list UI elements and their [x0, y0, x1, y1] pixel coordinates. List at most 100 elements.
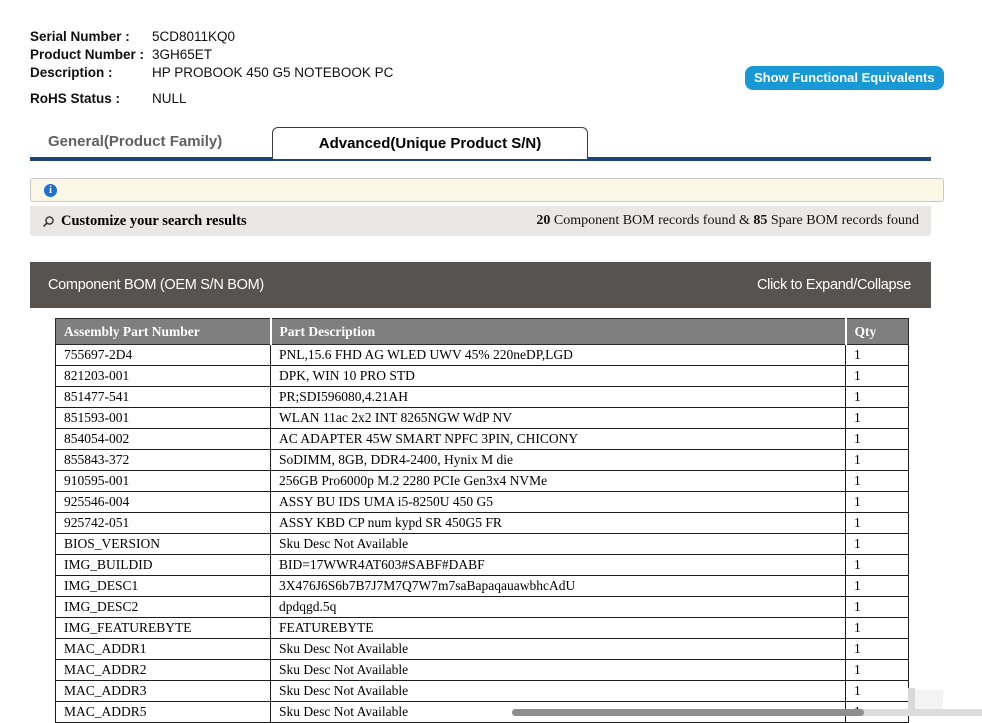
customize-search-toggle[interactable]: Customize your search results: [42, 213, 247, 230]
table-row: 925546-004 ASSY BU IDS UMA i5-8250U 450 G…: [55, 491, 909, 513]
table-row: 755697-2D4 PNL,15.6 FHD AG WLED UWV 45% 2…: [55, 344, 909, 366]
tab-underline-bar: [30, 157, 931, 161]
scrollbar-corner: [915, 690, 943, 712]
description-value: HP PROBOOK 450 G5 NOTEBOOK PC: [152, 65, 394, 80]
cell-part-description: Sku Desc Not Available: [270, 533, 846, 555]
serial-number-value: 5CD8011KQ0: [152, 29, 236, 44]
vertical-scrollbar-stub[interactable]: [908, 688, 915, 716]
table-row: IMG_DESC1 3X476J6S6b7B7J7M7Q7W7m7saBapaqa…: [55, 575, 909, 597]
cell-qty: 1: [845, 617, 909, 639]
table-row: 910595-001 256GB Pro6000p M.2 2280 PCIe G…: [55, 470, 909, 492]
cell-part-description: 3X476J6S6b7B7J7M7Q7W7m7saBapaqauawbhcAdU: [270, 575, 846, 597]
description-row: Description : HP PROBOOK 450 G5 NOTEBOOK…: [30, 64, 393, 82]
cell-part-description: PNL,15.6 FHD AG WLED UWV 45% 220neDP,LGD: [270, 344, 846, 366]
cell-qty: 1: [845, 512, 909, 534]
cell-qty: 1: [845, 470, 909, 492]
cell-qty: 1: [845, 386, 909, 408]
cell-qty: 1: [845, 659, 909, 681]
cell-assembly-part-number: IMG_FEATUREBYTE: [55, 617, 271, 639]
cell-part-description: ASSY BU IDS UMA i5-8250U 450 G5: [270, 491, 846, 513]
cell-part-description: Sku Desc Not Available: [270, 638, 846, 660]
cell-qty: 1: [845, 575, 909, 597]
table-row: IMG_BUILDID BID=17WWR4AT603#SABF#DABF 1: [55, 554, 909, 576]
spare-bom-count: 85: [753, 213, 768, 228]
cell-qty: 1: [845, 407, 909, 429]
cell-part-description: SoDIMM, 8GB, DDR4-2400, Hynix M die: [270, 449, 846, 471]
component-bom-text: Component BOM records found &: [550, 213, 754, 228]
records-found-summary: 20 Component BOM records found & 85 Spar…: [536, 213, 919, 229]
cell-assembly-part-number: 925742-051: [55, 512, 271, 534]
cell-qty: 1: [845, 554, 909, 576]
column-header-assembly-part-number: Assembly Part Number: [55, 318, 271, 345]
cell-part-description: DPK, WIN 10 PRO STD: [270, 365, 846, 387]
cell-part-description: AC ADAPTER 45W SMART NPFC 3PIN, CHICONY: [270, 428, 846, 450]
cell-qty: 1: [845, 638, 909, 660]
cell-part-description: Sku Desc Not Available: [270, 659, 846, 681]
cell-part-description: dpdqgd.5q: [270, 596, 846, 618]
cell-assembly-part-number: IMG_DESC2: [55, 596, 271, 618]
info-icon[interactable]: i: [44, 183, 57, 197]
spare-bom-text: Spare BOM records found: [767, 213, 919, 228]
cell-part-description: WLAN 11ac 2x2 INT 8265NGW WdP NV: [270, 407, 846, 429]
cell-qty: 1: [845, 596, 909, 618]
product-number-label: Product Number :: [30, 47, 145, 62]
cell-part-description: PR;SDI596080,4.21AH: [270, 386, 846, 408]
magnifier-icon: [42, 215, 55, 228]
table-header-row: Assembly Part Number Part Description Qt…: [55, 318, 909, 345]
customize-search-label: Customize your search results: [61, 212, 247, 229]
cell-part-description: BID=17WWR4AT603#SABF#DABF: [270, 554, 846, 576]
product-info-block: Serial Number : 5CD8011KQ0 Product Numbe…: [30, 28, 393, 108]
table-row: MAC_ADDR3 Sku Desc Not Available 1: [55, 680, 909, 702]
tab-general-product-family[interactable]: General(Product Family): [48, 133, 223, 150]
cell-qty: 1: [845, 344, 909, 366]
rohs-status-value: NULL: [152, 91, 187, 106]
component-bom-table: Assembly Part Number Part Description Qt…: [55, 318, 909, 723]
cell-assembly-part-number: 925546-004: [55, 491, 271, 513]
table-row: MAC_ADDR2 Sku Desc Not Available 1: [55, 659, 909, 681]
column-header-qty: Qty: [844, 318, 909, 345]
table-row: 821203-001 DPK, WIN 10 PRO STD 1: [55, 365, 909, 387]
cell-assembly-part-number: 854054-002: [55, 428, 271, 450]
tab-advanced-unique-product-sn[interactable]: Advanced(Unique Product S/N): [272, 127, 588, 159]
cell-assembly-part-number: 851593-001: [55, 407, 271, 429]
cell-part-description: ASSY KBD CP num kypd SR 450G5 FR: [270, 512, 846, 534]
table-row: BIOS_VERSION Sku Desc Not Available 1: [55, 533, 909, 555]
cell-qty: 1: [845, 449, 909, 471]
product-number-row: Product Number : 3GH65ET: [30, 46, 393, 64]
table-row: 855843-372 SoDIMM, 8GB, DDR4-2400, Hynix …: [55, 449, 909, 471]
cell-qty: 1: [845, 680, 909, 702]
rohs-status-label: RoHS Status :: [30, 91, 121, 106]
table-row: 925742-051 ASSY KBD CP num kypd SR 450G5 …: [55, 512, 909, 534]
table-row: IMG_DESC2 dpdqgd.5q 1: [55, 596, 909, 618]
serial-number-label: Serial Number :: [30, 29, 130, 44]
table-row: 854054-002 AC ADAPTER 45W SMART NPFC 3PIN…: [55, 428, 909, 450]
rohs-status-row: RoHS Status : NULL: [30, 90, 393, 108]
expand-collapse-label: Click to Expand/Collapse: [757, 277, 911, 293]
horizontal-scrollbar-thumb[interactable]: [512, 709, 864, 716]
cell-assembly-part-number: 855843-372: [55, 449, 271, 471]
cell-assembly-part-number: 910595-001: [55, 470, 271, 492]
serial-number-row: Serial Number : 5CD8011KQ0: [30, 28, 393, 46]
cell-part-description: Sku Desc Not Available: [270, 680, 846, 702]
cell-qty: 1: [845, 533, 909, 555]
column-header-part-description: Part Description: [269, 318, 846, 345]
cell-assembly-part-number: IMG_BUILDID: [55, 554, 271, 576]
cell-assembly-part-number: MAC_ADDR1: [55, 638, 271, 660]
search-results-bar: Customize your search results 20 Compone…: [30, 206, 931, 236]
table-row: MAC_ADDR1 Sku Desc Not Available 1: [55, 638, 909, 660]
info-bar: i: [30, 178, 944, 202]
cell-qty: 1: [845, 365, 909, 387]
component-bom-section-title: Component BOM (OEM S/N BOM): [48, 277, 264, 293]
cell-assembly-part-number: 755697-2D4: [55, 344, 271, 366]
cell-part-description: 256GB Pro6000p M.2 2280 PCIe Gen3x4 NVMe: [270, 470, 846, 492]
cell-assembly-part-number: IMG_DESC1: [55, 575, 271, 597]
cell-assembly-part-number: 851477-541: [55, 386, 271, 408]
cell-assembly-part-number: BIOS_VERSION: [55, 533, 271, 555]
show-functional-equivalents-button[interactable]: Show Functional Equivalents: [745, 66, 944, 90]
component-bom-section-header[interactable]: Component BOM (OEM S/N BOM) Click to Exp…: [30, 262, 931, 308]
cell-assembly-part-number: MAC_ADDR2: [55, 659, 271, 681]
cell-assembly-part-number: MAC_ADDR5: [55, 701, 271, 723]
component-bom-count: 20: [536, 213, 551, 228]
cell-assembly-part-number: 821203-001: [55, 365, 271, 387]
product-number-value: 3GH65ET: [152, 47, 213, 62]
